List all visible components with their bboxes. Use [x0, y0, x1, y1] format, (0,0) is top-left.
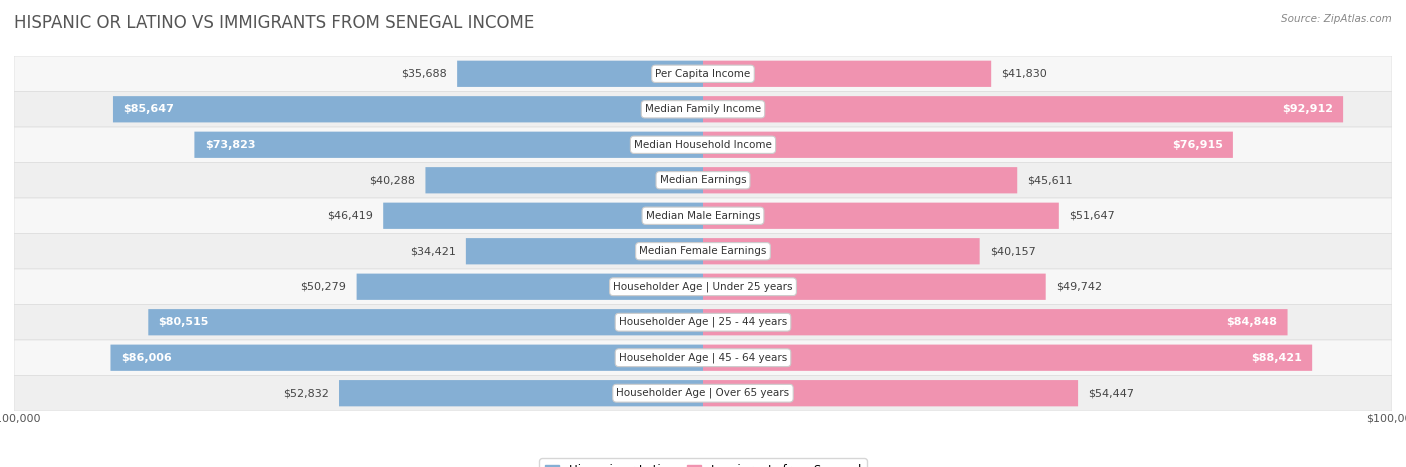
Text: Householder Age | Over 65 years: Householder Age | Over 65 years	[616, 388, 790, 398]
Text: $54,447: $54,447	[1088, 388, 1135, 398]
Text: Median Male Earnings: Median Male Earnings	[645, 211, 761, 221]
FancyBboxPatch shape	[703, 61, 991, 87]
FancyBboxPatch shape	[703, 132, 1233, 158]
FancyBboxPatch shape	[703, 345, 1312, 371]
FancyBboxPatch shape	[14, 375, 1392, 411]
FancyBboxPatch shape	[703, 96, 1343, 122]
Text: $46,419: $46,419	[328, 211, 373, 221]
FancyBboxPatch shape	[703, 309, 1288, 335]
Text: $49,742: $49,742	[1056, 282, 1102, 292]
FancyBboxPatch shape	[111, 345, 703, 371]
Text: Householder Age | 25 - 44 years: Householder Age | 25 - 44 years	[619, 317, 787, 327]
Text: $86,006: $86,006	[121, 353, 172, 363]
FancyBboxPatch shape	[194, 132, 703, 158]
Text: $40,288: $40,288	[370, 175, 415, 185]
FancyBboxPatch shape	[339, 380, 703, 406]
FancyBboxPatch shape	[148, 309, 703, 335]
Text: Source: ZipAtlas.com: Source: ZipAtlas.com	[1281, 14, 1392, 24]
FancyBboxPatch shape	[14, 56, 1392, 92]
Text: HISPANIC OR LATINO VS IMMIGRANTS FROM SENEGAL INCOME: HISPANIC OR LATINO VS IMMIGRANTS FROM SE…	[14, 14, 534, 32]
FancyBboxPatch shape	[14, 304, 1392, 340]
Text: $34,421: $34,421	[409, 246, 456, 256]
Legend: Hispanic or Latino, Immigrants from Senegal: Hispanic or Latino, Immigrants from Sene…	[540, 458, 866, 467]
FancyBboxPatch shape	[426, 167, 703, 193]
FancyBboxPatch shape	[703, 167, 1017, 193]
Text: Per Capita Income: Per Capita Income	[655, 69, 751, 79]
FancyBboxPatch shape	[14, 340, 1392, 375]
FancyBboxPatch shape	[357, 274, 703, 300]
Text: $92,912: $92,912	[1282, 104, 1333, 114]
Text: $35,688: $35,688	[401, 69, 447, 79]
Text: Median Earnings: Median Earnings	[659, 175, 747, 185]
Text: $52,832: $52,832	[283, 388, 329, 398]
Text: $51,647: $51,647	[1069, 211, 1115, 221]
FancyBboxPatch shape	[465, 238, 703, 264]
Text: $73,823: $73,823	[205, 140, 256, 150]
FancyBboxPatch shape	[14, 92, 1392, 127]
FancyBboxPatch shape	[14, 163, 1392, 198]
Text: $88,421: $88,421	[1251, 353, 1302, 363]
Text: Median Family Income: Median Family Income	[645, 104, 761, 114]
FancyBboxPatch shape	[703, 380, 1078, 406]
FancyBboxPatch shape	[703, 203, 1059, 229]
FancyBboxPatch shape	[14, 234, 1392, 269]
Text: $40,157: $40,157	[990, 246, 1036, 256]
FancyBboxPatch shape	[703, 238, 980, 264]
FancyBboxPatch shape	[457, 61, 703, 87]
Text: $50,279: $50,279	[301, 282, 346, 292]
Text: $76,915: $76,915	[1171, 140, 1223, 150]
FancyBboxPatch shape	[703, 274, 1046, 300]
Text: $80,515: $80,515	[159, 317, 209, 327]
FancyBboxPatch shape	[14, 127, 1392, 163]
FancyBboxPatch shape	[384, 203, 703, 229]
Text: $45,611: $45,611	[1028, 175, 1073, 185]
Text: $41,830: $41,830	[1001, 69, 1047, 79]
FancyBboxPatch shape	[14, 269, 1392, 304]
Text: $84,848: $84,848	[1226, 317, 1277, 327]
Text: Median Female Earnings: Median Female Earnings	[640, 246, 766, 256]
FancyBboxPatch shape	[112, 96, 703, 122]
Text: Householder Age | Under 25 years: Householder Age | Under 25 years	[613, 282, 793, 292]
FancyBboxPatch shape	[14, 198, 1392, 234]
Text: $85,647: $85,647	[124, 104, 174, 114]
Text: Median Household Income: Median Household Income	[634, 140, 772, 150]
Text: Householder Age | 45 - 64 years: Householder Age | 45 - 64 years	[619, 353, 787, 363]
